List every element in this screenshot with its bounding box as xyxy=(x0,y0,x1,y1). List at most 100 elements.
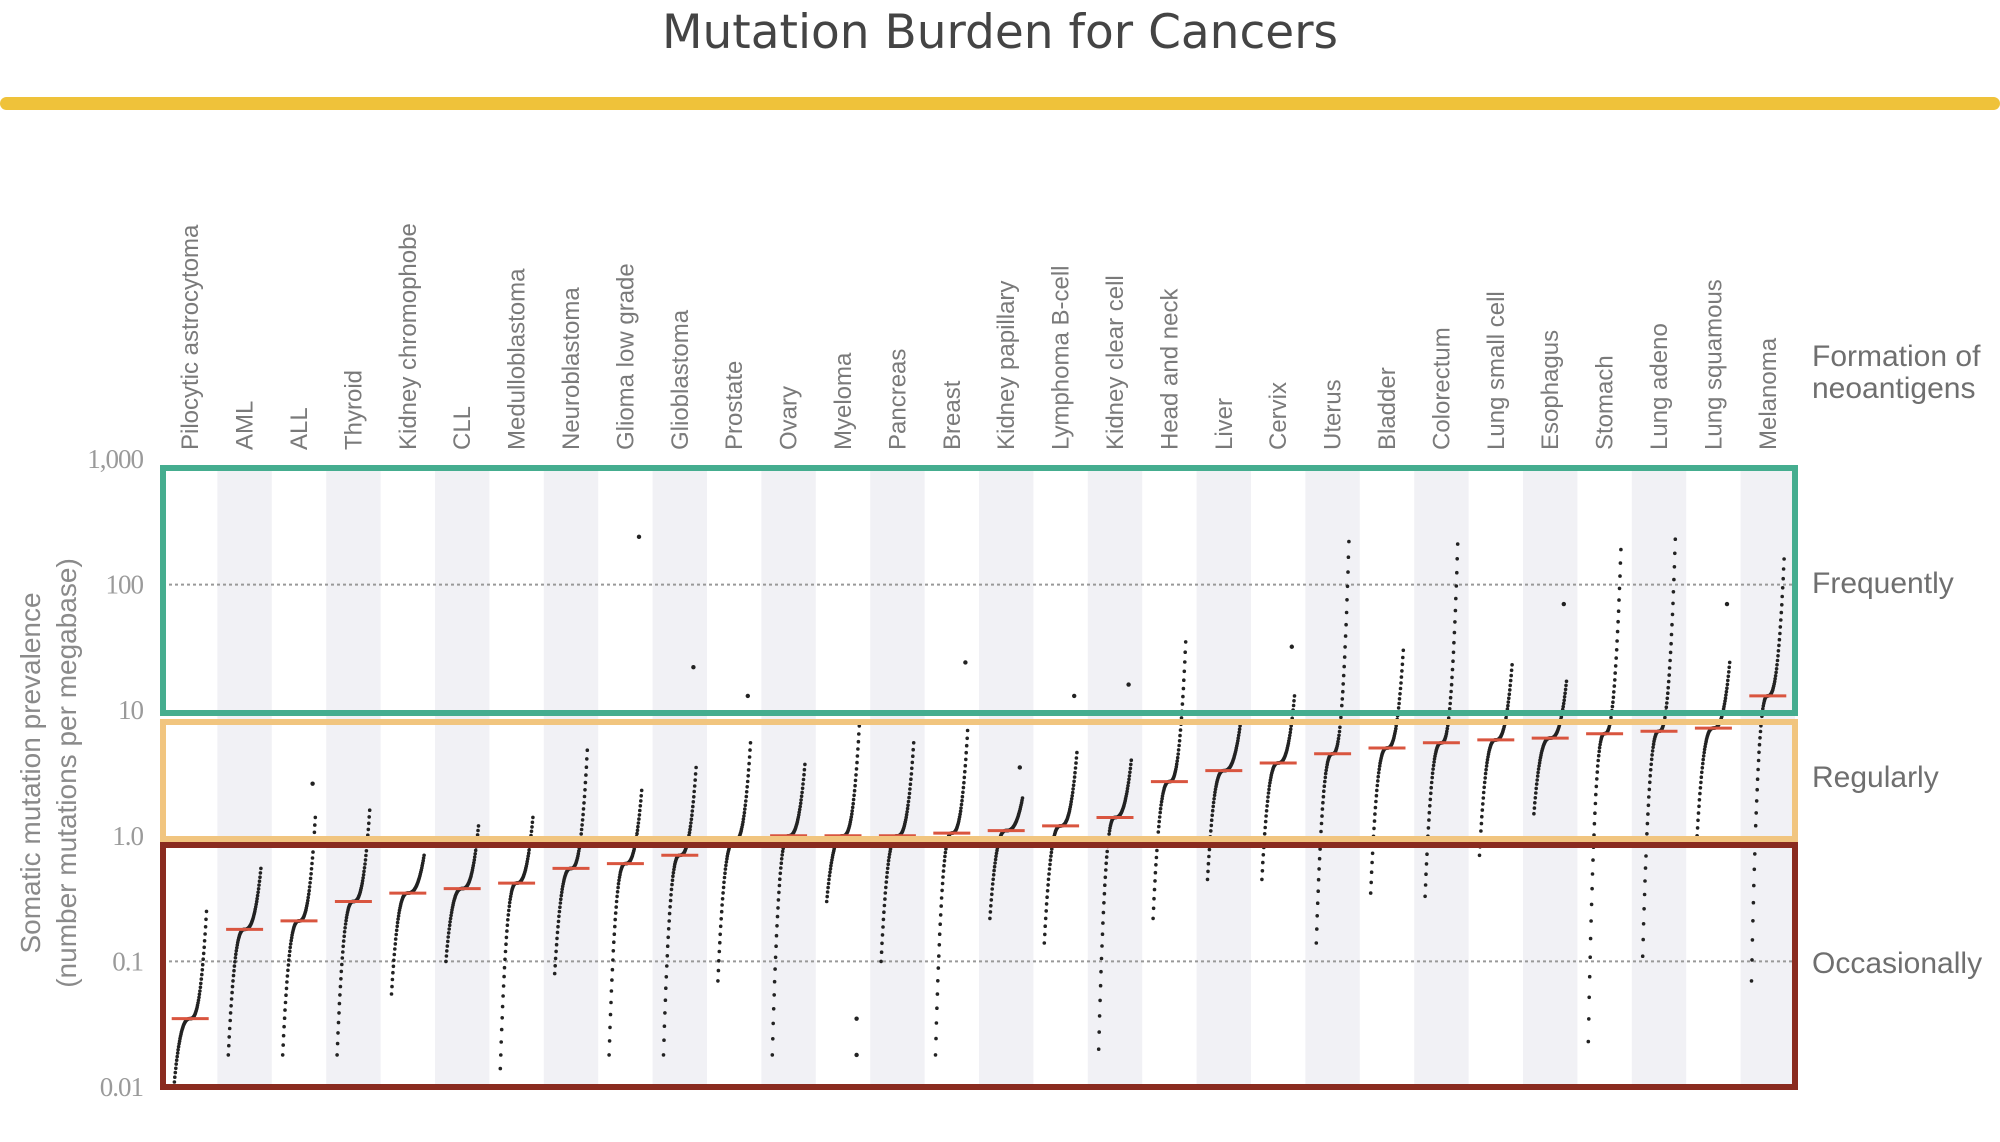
data-point xyxy=(360,879,365,883)
data-point xyxy=(1701,757,1705,762)
data-point xyxy=(936,979,940,983)
data-point xyxy=(286,968,290,973)
data-point xyxy=(361,873,366,877)
data-point xyxy=(1043,932,1047,937)
data-point xyxy=(1237,727,1242,731)
category-label: Pilocytic astrocytoma xyxy=(177,224,204,450)
data-point xyxy=(285,980,289,984)
category-label: Lung adeno xyxy=(1646,323,1673,450)
data-point xyxy=(718,924,723,929)
data-point xyxy=(666,927,671,931)
data-point xyxy=(1651,745,1655,750)
data-point xyxy=(1480,814,1484,819)
data-point xyxy=(1426,826,1431,830)
data-point xyxy=(560,887,564,891)
data-point xyxy=(1105,849,1109,854)
data-point xyxy=(1372,826,1376,831)
data-point xyxy=(1593,801,1598,806)
data-point xyxy=(1182,678,1186,682)
data-point xyxy=(777,890,781,895)
data-point xyxy=(741,820,745,824)
data-point xyxy=(361,876,365,880)
data-point xyxy=(1671,601,1675,606)
data-point xyxy=(1618,574,1622,578)
data-point xyxy=(1260,869,1265,873)
y-tick-label: 1,000 xyxy=(87,444,143,474)
data-point xyxy=(1537,761,1542,765)
data-point xyxy=(256,890,260,895)
data-point xyxy=(1321,794,1326,799)
data-point xyxy=(798,801,803,806)
data-point xyxy=(1207,847,1212,852)
data-point xyxy=(202,939,207,943)
data-point xyxy=(855,754,860,758)
outlier-point xyxy=(310,781,315,786)
data-point xyxy=(530,820,535,825)
data-point xyxy=(941,869,946,873)
data-point xyxy=(1174,762,1179,766)
data-point xyxy=(309,872,313,876)
data-point xyxy=(635,831,639,836)
data-point xyxy=(393,947,397,951)
data-point xyxy=(200,972,204,977)
data-point xyxy=(283,1000,288,1005)
data-point xyxy=(1377,764,1382,768)
data-point xyxy=(963,763,968,768)
data-point xyxy=(1504,716,1508,720)
data-point xyxy=(688,824,693,829)
data-point xyxy=(1703,744,1707,749)
band-label-regularly: Regularly xyxy=(1812,761,1939,794)
data-point xyxy=(1533,801,1537,805)
category-label: Bladder xyxy=(1374,367,1401,450)
data-point xyxy=(1452,640,1456,645)
data-point xyxy=(1048,858,1053,862)
data-point xyxy=(585,757,589,761)
data-point xyxy=(992,868,996,873)
data-point xyxy=(1128,766,1133,771)
data-point xyxy=(337,1001,342,1006)
data-point xyxy=(825,894,829,899)
data-point xyxy=(310,856,315,860)
data-point xyxy=(201,957,205,961)
data-point xyxy=(1401,648,1406,653)
data-point xyxy=(1648,773,1652,778)
data-point xyxy=(1611,700,1615,704)
data-point xyxy=(232,968,236,973)
data-point xyxy=(771,1021,775,1026)
data-point xyxy=(197,992,202,997)
data-point xyxy=(231,973,236,978)
data-point xyxy=(344,915,349,920)
data-point xyxy=(1129,762,1133,767)
data-point xyxy=(1761,707,1765,711)
data-point xyxy=(1072,775,1077,779)
data-point xyxy=(581,807,586,811)
data-point xyxy=(1594,792,1598,797)
data-point xyxy=(1205,877,1210,882)
data-point xyxy=(1263,825,1267,830)
data-point xyxy=(1336,736,1341,741)
data-point xyxy=(1725,682,1730,687)
data-point xyxy=(615,890,620,894)
data-point xyxy=(964,757,968,762)
data-point xyxy=(1596,753,1601,758)
data-point xyxy=(1449,689,1453,694)
data-point xyxy=(1612,690,1616,694)
column-stripe xyxy=(1087,466,1143,1087)
data-point xyxy=(526,851,531,855)
data-point xyxy=(1779,618,1783,622)
data-point xyxy=(723,871,727,875)
data-point xyxy=(1181,686,1186,691)
data-point xyxy=(1324,768,1328,773)
data-point xyxy=(1613,678,1617,682)
data-point xyxy=(1047,867,1052,871)
data-point xyxy=(1315,914,1319,918)
data-point xyxy=(1590,886,1594,891)
data-point xyxy=(1399,681,1403,685)
data-point xyxy=(1264,809,1269,813)
data-point xyxy=(1209,829,1213,833)
data-point xyxy=(1643,879,1647,883)
data-point xyxy=(449,913,453,918)
data-point xyxy=(1481,790,1486,795)
data-point xyxy=(1317,867,1321,871)
data-point xyxy=(797,810,801,815)
